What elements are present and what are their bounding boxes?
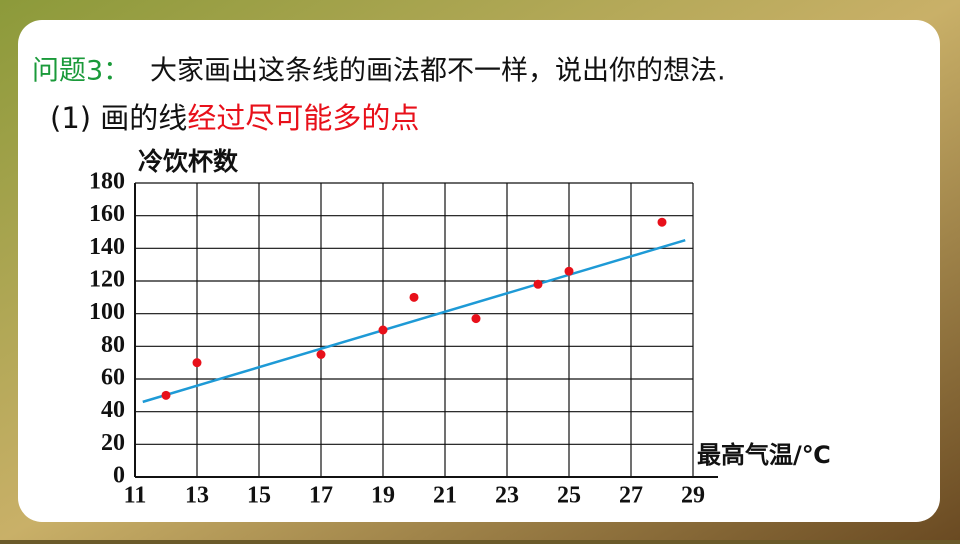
y-tick-label: 0 [113, 463, 125, 489]
x-tick-label: 27 [619, 483, 643, 509]
x-tick-label: 17 [309, 483, 333, 509]
y-tick-label: 20 [101, 430, 125, 456]
x-tick-label: 19 [371, 483, 395, 509]
y-tick-label: 80 [101, 332, 125, 358]
point [378, 325, 388, 335]
point [533, 279, 543, 289]
y-tick-label: 60 [101, 365, 125, 391]
point [471, 314, 481, 324]
panel [18, 20, 940, 522]
y-tick-label: 140 [89, 234, 125, 260]
x-tick-label: 21 [433, 483, 457, 509]
fit-line [142, 238, 686, 404]
y-axis-label: 冷饮杯数 [138, 147, 239, 176]
point [161, 390, 171, 400]
x-tick-label: 13 [185, 483, 209, 509]
question: 大家画出这条线的画法都不一样，说出你的想法. [150, 56, 726, 87]
point [192, 358, 202, 368]
x-tick-label: 25 [557, 483, 581, 509]
question-label: 问题3： [32, 56, 130, 87]
y-tick-label: 40 [101, 397, 125, 423]
point [316, 350, 326, 359]
y-tick-label: 100 [89, 299, 125, 325]
x-tick-label: 15 [247, 483, 271, 509]
x-tick-label: 23 [495, 483, 519, 509]
subtitle-prefix: (1) 画的线 [50, 101, 187, 135]
y-tick-label: 160 [89, 201, 125, 227]
subtitle-highlight: 经过尽可能多的点 [187, 101, 419, 135]
y-tick-label: 120 [89, 267, 125, 293]
x-tick-label: 11 [124, 483, 147, 509]
subtitle: (1) 画的线经过尽可能多的点 [50, 101, 419, 135]
y-tick-label: 180 [89, 169, 125, 195]
x-axis-label: 最高气温/℃ [697, 441, 831, 469]
point [564, 266, 574, 276]
x-tick-label: 29 [681, 483, 705, 509]
point [657, 217, 667, 227]
point [409, 292, 419, 302]
